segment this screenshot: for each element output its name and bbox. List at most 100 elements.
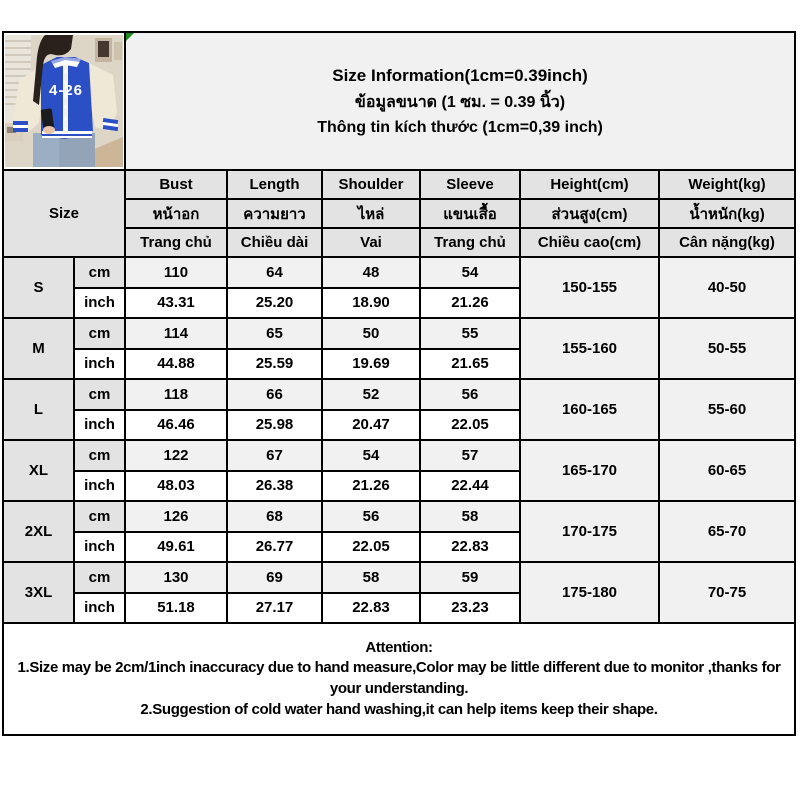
title-english: Size Information(1cm=0.39inch): [332, 65, 588, 85]
cell-sleeve-cm: 54: [419, 256, 521, 289]
cell-weight-range: 70-75: [657, 561, 797, 624]
size-label-M: M: [2, 317, 75, 380]
cell-sleeve-cm: 59: [419, 561, 521, 594]
unit-label-cm: cm: [73, 317, 126, 350]
cell-shoulder-cm: 54: [321, 439, 421, 472]
cell-shoulder-cm: 58: [321, 561, 421, 594]
cell-length-cm: 67: [226, 439, 323, 472]
cell-length-inch: 25.20: [226, 287, 323, 319]
size-label-L: L: [2, 378, 75, 441]
size-label-XL: XL: [2, 439, 75, 502]
cell-height-range: 160-165: [519, 378, 660, 441]
col-header-length-vi: Chiều dài: [226, 227, 323, 258]
cell-sleeve-cm: 58: [419, 500, 521, 533]
cell-height-range: 170-175: [519, 500, 660, 563]
col-header-weight-th: น้ำหนัก(kg): [657, 198, 797, 229]
attention-note: Attention: 1.Size may be 2cm/1inch inacc…: [1, 622, 797, 736]
unit-label-inch: inch: [73, 531, 126, 563]
attention-line-1: 1.Size may be 2cm/1inch inaccuracy due t…: [17, 659, 781, 697]
cell-length-cm: 64: [226, 256, 323, 289]
product-photo: 4-26: [2, 31, 126, 171]
unit-label-cm: cm: [73, 561, 126, 594]
col-header-weight-en: Weight(kg): [657, 169, 797, 200]
product-photo-illustration: 4-26: [5, 35, 123, 167]
unit-label-inch: inch: [73, 470, 126, 502]
cell-corner-flag-icon: [127, 34, 134, 41]
col-header-shoulder-th: ไหล่: [321, 198, 421, 229]
col-header-sleeve-en: Sleeve: [419, 169, 521, 200]
cell-bust-inch: 46.46: [124, 409, 228, 441]
cell-bust-cm: 114: [124, 317, 228, 350]
cell-length-inch: 27.17: [226, 592, 323, 624]
cell-sleeve-inch: 21.65: [419, 348, 521, 380]
cell-bust-inch: 49.61: [124, 531, 228, 563]
unit-label-inch: inch: [73, 592, 126, 624]
size-column-header: Size: [2, 169, 126, 258]
cell-bust-cm: 110: [124, 256, 228, 289]
cell-height-range: 150-155: [519, 256, 660, 319]
cell-sleeve-cm: 55: [419, 317, 521, 350]
cell-bust-cm: 126: [124, 500, 228, 533]
cell-shoulder-inch: 18.90: [321, 287, 421, 319]
col-header-bust-en: Bust: [124, 169, 228, 200]
cell-shoulder-inch: 22.05: [321, 531, 421, 563]
cell-height-range: 175-180: [519, 561, 660, 624]
cell-sleeve-cm: 56: [419, 378, 521, 411]
cell-length-inch: 25.59: [226, 348, 323, 380]
title-vietnamese: Thông tin kích thước (1cm=0,39 inch): [317, 118, 603, 136]
unit-label-cm: cm: [73, 256, 126, 289]
col-header-sleeve-vi: Trang chủ: [419, 227, 521, 258]
size-label-S: S: [2, 256, 75, 319]
cell-bust-inch: 44.88: [124, 348, 228, 380]
cell-sleeve-inch: 23.23: [419, 592, 521, 624]
cell-length-cm: 66: [226, 378, 323, 411]
cell-sleeve-cm: 57: [419, 439, 521, 472]
cell-bust-inch: 48.03: [124, 470, 228, 502]
cell-weight-range: 55-60: [657, 378, 797, 441]
col-header-shoulder-vi: Vai: [321, 227, 421, 258]
col-header-length-en: Length: [226, 169, 323, 200]
size-label-3XL: 3XL: [2, 561, 75, 624]
cell-shoulder-inch: 20.47: [321, 409, 421, 441]
cell-sleeve-inch: 21.26: [419, 287, 521, 319]
cell-length-cm: 69: [226, 561, 323, 594]
cell-bust-cm: 130: [124, 561, 228, 594]
cell-length-inch: 25.98: [226, 409, 323, 441]
jacket-number-text: 4-26: [49, 82, 83, 99]
cell-weight-range: 60-65: [657, 439, 797, 502]
col-header-height-vi: Chiều cao(cm): [519, 227, 660, 258]
cell-length-inch: 26.38: [226, 470, 323, 502]
cell-length-inch: 26.77: [226, 531, 323, 563]
cell-sleeve-inch: 22.05: [419, 409, 521, 441]
col-header-height-th: ส่วนสูง(cm): [519, 198, 660, 229]
cell-shoulder-cm: 48: [321, 256, 421, 289]
col-header-weight-vi: Cân nặng(kg): [657, 227, 797, 258]
cell-bust-inch: 51.18: [124, 592, 228, 624]
size-label-2XL: 2XL: [2, 500, 75, 563]
col-header-sleeve-th: แขนเสื้อ: [419, 198, 521, 229]
unit-label-cm: cm: [73, 439, 126, 472]
col-header-shoulder-en: Shoulder: [321, 169, 421, 200]
title-thai: ข้อมูลขนาด (1 ซม. = 0.39 นิ้ว): [354, 93, 566, 111]
col-header-length-th: ความยาว: [226, 198, 323, 229]
unit-label-cm: cm: [73, 378, 126, 411]
col-header-bust-th: หน้าอก: [124, 198, 228, 229]
cell-bust-cm: 118: [124, 378, 228, 411]
cell-shoulder-cm: 50: [321, 317, 421, 350]
cell-weight-range: 65-70: [657, 500, 797, 563]
col-header-height-en: Height(cm): [519, 169, 660, 200]
unit-label-cm: cm: [73, 500, 126, 533]
cell-height-range: 155-160: [519, 317, 660, 380]
size-chart-table: 4-26 Size Information(1cm=0.39inch) ข้อม…: [1, 31, 797, 736]
cell-weight-range: 50-55: [657, 317, 797, 380]
cell-shoulder-cm: 56: [321, 500, 421, 533]
cell-length-cm: 68: [226, 500, 323, 533]
cell-length-cm: 65: [226, 317, 323, 350]
cell-sleeve-inch: 22.83: [419, 531, 521, 563]
attention-line-2: 2.Suggestion of cold water hand washing,…: [140, 700, 658, 718]
cell-bust-inch: 43.31: [124, 287, 228, 319]
cell-shoulder-inch: 19.69: [321, 348, 421, 380]
title-block: Size Information(1cm=0.39inch) ข้อมูลขนา…: [123, 31, 797, 171]
attention-heading: Attention:: [365, 638, 433, 656]
